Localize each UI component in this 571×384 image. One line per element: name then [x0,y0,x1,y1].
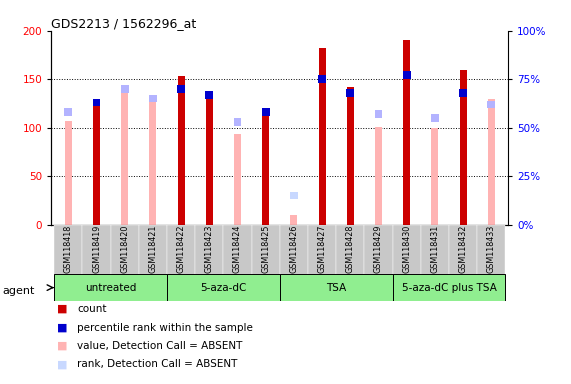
Bar [150,99,156,225]
Bar [421,225,449,275]
Text: GSM118425: GSM118425 [261,224,270,273]
Bar [167,225,195,275]
Bar [403,71,411,79]
Text: ■: ■ [57,359,67,369]
Bar [280,274,393,301]
Text: count: count [77,304,107,314]
Text: agent: agent [3,286,35,296]
Bar [65,121,72,225]
Bar [488,99,495,225]
Bar [234,118,242,126]
Text: GSM118423: GSM118423 [205,224,214,273]
Bar [375,110,383,118]
Bar [393,225,421,275]
Text: GDS2213 / 1562296_at: GDS2213 / 1562296_at [51,17,196,30]
Bar [262,108,270,116]
Bar [375,127,382,225]
Bar [431,114,439,122]
Bar [393,274,505,301]
Bar [280,225,308,275]
Bar [318,75,326,83]
Text: GSM118421: GSM118421 [148,224,158,273]
Bar [290,192,297,199]
Text: GSM118419: GSM118419 [92,224,101,273]
Bar [93,106,100,225]
Text: 5-aza-dC plus TSA: 5-aza-dC plus TSA [401,283,496,293]
Text: GSM118424: GSM118424 [233,224,242,273]
Text: GSM118428: GSM118428 [346,224,355,273]
Text: GSM118418: GSM118418 [64,225,73,273]
Bar [347,89,354,97]
Bar [54,274,167,301]
Text: TSA: TSA [326,283,346,293]
Bar [121,85,128,93]
Bar [252,225,280,275]
Bar [459,89,467,97]
Text: GSM118420: GSM118420 [120,224,129,273]
Text: untreated: untreated [85,283,136,293]
Bar [223,225,252,275]
Text: ■: ■ [57,341,67,351]
Bar [431,128,439,225]
Bar [167,274,280,301]
Text: GSM118432: GSM118432 [459,224,468,273]
Text: GSM118426: GSM118426 [289,224,299,273]
Bar [54,225,82,275]
Text: GSM118427: GSM118427 [317,224,327,273]
Bar [149,95,157,103]
Bar [111,225,139,275]
Bar [93,99,100,106]
Bar [403,40,410,225]
Text: ■: ■ [57,323,67,333]
Text: GSM118429: GSM118429 [374,224,383,273]
Bar [291,215,297,225]
Bar [364,225,393,275]
Bar [65,108,72,116]
Text: 5-aza-dC: 5-aza-dC [200,283,247,293]
Bar [336,225,364,275]
Bar [319,48,325,225]
Bar [206,91,213,99]
Bar [82,225,111,275]
Bar [178,76,184,225]
Bar [449,225,477,275]
Bar [121,87,128,225]
Bar [139,225,167,275]
Text: percentile rank within the sample: percentile rank within the sample [77,323,253,333]
Bar [234,134,241,225]
Bar [177,85,185,93]
Text: value, Detection Call = ABSENT: value, Detection Call = ABSENT [77,341,243,351]
Bar [347,87,354,225]
Text: ■: ■ [57,304,67,314]
Bar [488,101,495,108]
Bar [477,225,505,275]
Bar [460,70,467,225]
Bar [308,225,336,275]
Bar [195,225,223,275]
Text: rank, Detection Call = ABSENT: rank, Detection Call = ABSENT [77,359,238,369]
Bar [262,113,269,225]
Bar [206,91,213,225]
Text: GSM118422: GSM118422 [176,224,186,273]
Text: GSM118430: GSM118430 [402,225,411,273]
Text: GSM118433: GSM118433 [486,225,496,273]
Text: GSM118431: GSM118431 [431,225,439,273]
